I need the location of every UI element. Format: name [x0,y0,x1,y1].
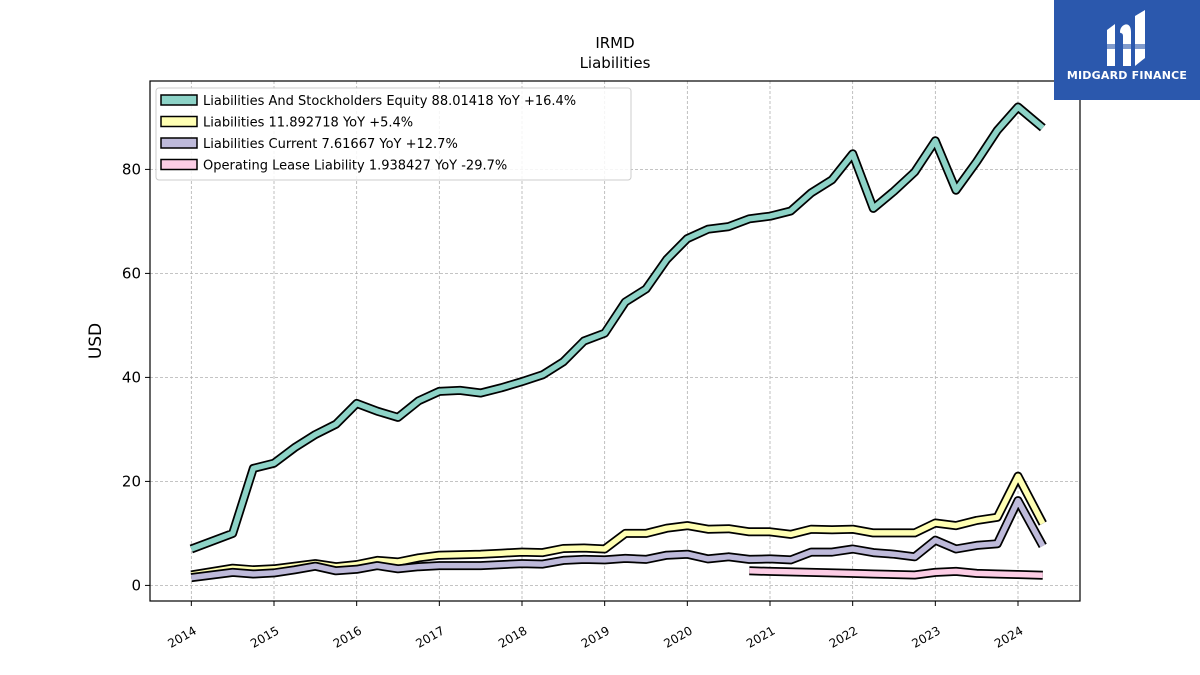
y-axis-label: USD [86,323,106,359]
x-tick-label: 2014 [165,623,198,650]
legend-label: Liabilities And Stockholders Equity 88.0… [203,94,576,109]
legend-swatch [160,137,198,149]
y-tick-label: 40 [122,368,141,386]
legend-box [155,87,632,181]
x-tick-label: 2024 [992,623,1025,650]
legend-swatch [160,115,198,128]
legend-swatch [160,158,198,171]
legend: Liabilities And Stockholders Equity 88.0… [155,87,632,181]
midgard-logo-icon [1107,10,1145,66]
x-tick-label: 2015 [248,623,281,650]
x-tick-label: 2023 [909,623,942,650]
x-tick-label: 2022 [827,623,860,650]
legend-label: Liabilities Current 7.61667 YoY +12.7% [203,137,458,152]
x-tick-label: 2019 [579,623,612,650]
brand-logo: MIDGARD FINANCE [1054,0,1200,100]
y-tick-label: 80 [122,160,141,178]
y-tick-label: 20 [122,472,141,490]
series-line-operating-lease-liability [749,568,1043,579]
x-tick-label: 2021 [744,623,777,650]
series-line-liabilities-and-stockholders-equity [190,104,1045,552]
x-tick-label: 2016 [331,623,364,650]
x-tick-label: 2020 [661,623,694,650]
chart-title: IRMD [595,34,634,52]
plot-frame [149,80,1081,602]
y-tick-label: 0 [131,576,141,594]
y-tick-label: 60 [122,264,141,282]
x-tick-label: 2018 [496,623,529,650]
legend-label: Liabilities 11.892718 YoY +5.4% [203,116,413,131]
x-tick-label: 2017 [413,623,446,650]
legend-swatch [160,94,198,106]
legend-label: Operating Lease Liability 1.938427 YoY -… [203,159,507,174]
series-lines [189,102,1047,583]
brand-name: MIDGARD FINANCE [1066,69,1188,82]
chart-subtitle: Liabilities [580,54,651,72]
series-line-liabilities-current [190,497,1046,581]
